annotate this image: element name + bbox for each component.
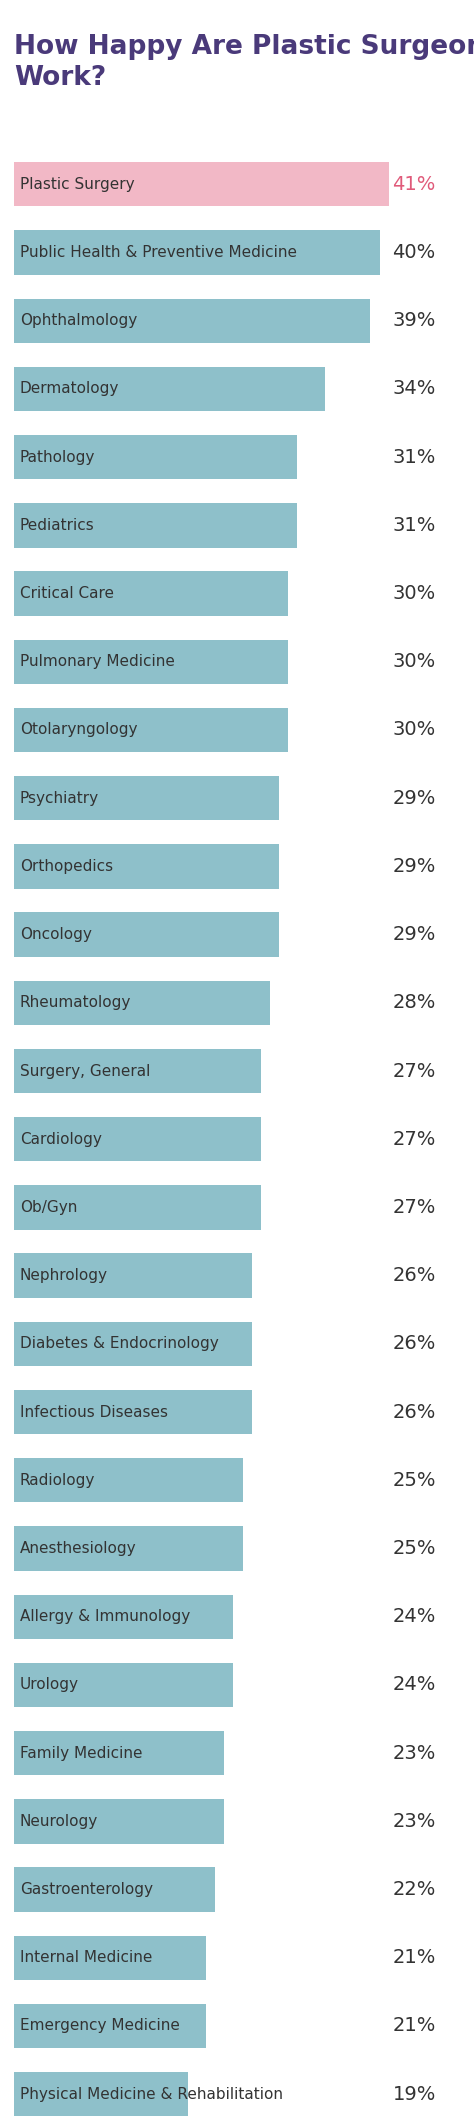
Text: 39%: 39% [392, 311, 436, 330]
Text: Diabetes & Endocrinology: Diabetes & Endocrinology [20, 1336, 219, 1351]
Text: Emergency Medicine: Emergency Medicine [20, 2019, 180, 2033]
Text: Anesthesiology: Anesthesiology [20, 1540, 137, 1557]
Bar [14, 2072, 188, 2116]
Bar [14, 230, 380, 274]
Text: Ob/Gyn: Ob/Gyn [20, 1200, 77, 1215]
Bar [14, 1936, 206, 1980]
Text: 26%: 26% [392, 1266, 436, 1285]
Text: Urology: Urology [20, 1678, 79, 1693]
Text: Plastic Surgery: Plastic Surgery [20, 177, 134, 191]
Bar [14, 1595, 233, 1640]
Text: 25%: 25% [392, 1540, 436, 1557]
Bar [14, 1868, 215, 1912]
Bar [14, 1049, 261, 1093]
Text: 41%: 41% [392, 174, 436, 194]
Bar [14, 436, 297, 479]
Bar [14, 366, 325, 411]
Bar [14, 1253, 252, 1297]
Text: 27%: 27% [392, 1061, 436, 1081]
Text: 30%: 30% [392, 721, 436, 740]
Text: Neurology: Neurology [20, 1814, 98, 1829]
Text: 22%: 22% [392, 1880, 436, 1899]
Bar [14, 708, 288, 753]
Bar [14, 298, 370, 342]
Text: 23%: 23% [392, 1744, 436, 1763]
Bar [14, 1185, 261, 1229]
Text: 25%: 25% [392, 1470, 436, 1489]
Text: Pulmonary Medicine: Pulmonary Medicine [20, 655, 174, 670]
Text: 30%: 30% [392, 585, 436, 604]
Text: Pathology: Pathology [20, 449, 95, 464]
Bar [14, 1663, 233, 1708]
Text: Otolaryngology: Otolaryngology [20, 723, 137, 738]
Text: Family Medicine: Family Medicine [20, 1746, 142, 1761]
Text: Radiology: Radiology [20, 1472, 95, 1487]
Bar [14, 1527, 243, 1570]
Text: How Happy Are Plastic Surgeons at
Work?: How Happy Are Plastic Surgeons at Work? [14, 34, 474, 91]
Bar [14, 844, 279, 889]
Text: Ophthalmology: Ophthalmology [20, 313, 137, 328]
Text: 31%: 31% [392, 447, 436, 466]
Bar [14, 776, 279, 821]
Text: Internal Medicine: Internal Medicine [20, 1950, 152, 1965]
Text: Gastroenterology: Gastroenterology [20, 1882, 153, 1897]
Bar [14, 162, 389, 206]
Text: 31%: 31% [392, 517, 436, 534]
Text: 21%: 21% [392, 2016, 436, 2036]
Text: 27%: 27% [392, 1198, 436, 1217]
Text: 40%: 40% [392, 242, 436, 262]
Bar [14, 1117, 261, 1161]
Text: 19%: 19% [392, 2084, 436, 2104]
Text: 28%: 28% [392, 993, 436, 1012]
Bar [14, 640, 288, 685]
Text: Critical Care: Critical Care [20, 587, 114, 602]
Text: Infectious Diseases: Infectious Diseases [20, 1404, 168, 1419]
Text: 29%: 29% [392, 789, 436, 808]
Text: Allergy & Immunology: Allergy & Immunology [20, 1610, 190, 1625]
Text: Cardiology: Cardiology [20, 1132, 101, 1146]
Bar [14, 2004, 206, 2048]
Text: Public Health & Preventive Medicine: Public Health & Preventive Medicine [20, 245, 297, 259]
Bar [14, 572, 288, 615]
Bar [14, 504, 297, 547]
Bar [14, 1799, 224, 1844]
Text: Rheumatology: Rheumatology [20, 995, 131, 1010]
Text: 21%: 21% [392, 1948, 436, 1967]
Text: Orthopedics: Orthopedics [20, 859, 113, 874]
Text: 29%: 29% [392, 857, 436, 876]
Bar [14, 1321, 252, 1366]
Bar [14, 1459, 243, 1502]
Text: Pediatrics: Pediatrics [20, 517, 94, 534]
Text: Nephrology: Nephrology [20, 1268, 108, 1283]
Text: 24%: 24% [392, 1608, 436, 1627]
Text: Physical Medicine & Rehabilitation: Physical Medicine & Rehabilitation [20, 2087, 283, 2101]
Text: 29%: 29% [392, 925, 436, 944]
Text: 34%: 34% [392, 379, 436, 398]
Text: 23%: 23% [392, 1812, 436, 1831]
Text: Psychiatry: Psychiatry [20, 791, 99, 806]
Bar [14, 981, 270, 1025]
Text: 27%: 27% [392, 1129, 436, 1149]
Text: 26%: 26% [392, 1402, 436, 1421]
Bar [14, 1731, 224, 1776]
Bar [14, 912, 279, 957]
Text: Dermatology: Dermatology [20, 381, 119, 396]
Text: Surgery, General: Surgery, General [20, 1064, 150, 1078]
Text: 26%: 26% [392, 1334, 436, 1353]
Text: 24%: 24% [392, 1676, 436, 1695]
Bar [14, 1389, 252, 1434]
Text: 30%: 30% [392, 653, 436, 672]
Text: Oncology: Oncology [20, 927, 91, 942]
